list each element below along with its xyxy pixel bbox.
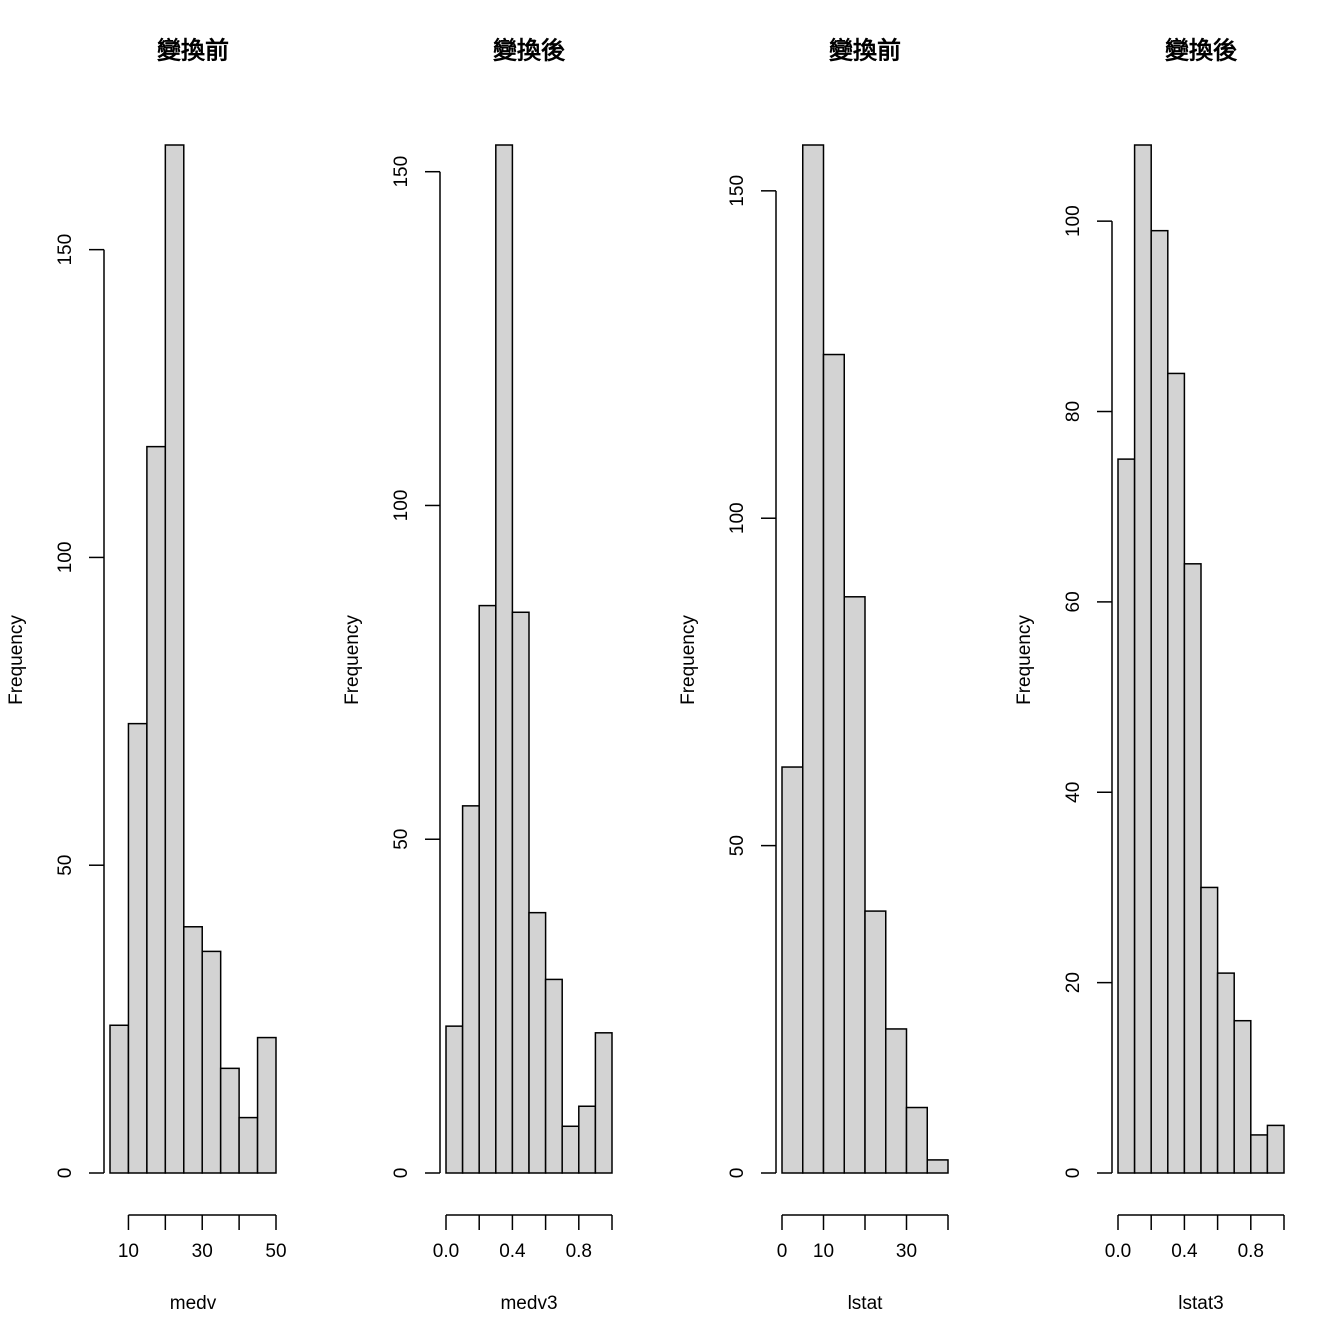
bar	[885, 1028, 908, 1174]
y-tick-label: 100	[55, 542, 76, 574]
chart-title: 變換前	[829, 36, 901, 64]
bar	[478, 604, 497, 1174]
bar	[445, 1025, 464, 1174]
bar	[1167, 372, 1186, 1174]
x-tick-label: 10	[813, 1241, 834, 1262]
y-axis-label: Frequency	[678, 615, 699, 705]
bar	[183, 926, 203, 1174]
chart-title: 變換後	[493, 36, 566, 64]
x-tick-label: 0.8	[566, 1241, 592, 1262]
bar	[1216, 972, 1235, 1174]
bar	[561, 1125, 580, 1174]
bar	[495, 144, 514, 1174]
bar	[843, 596, 866, 1174]
x-axis-label: lstat	[848, 1293, 884, 1314]
y-tick-label: 100	[727, 502, 748, 534]
y-axis-label: Frequency	[1014, 615, 1035, 705]
x-tick-label: 30	[192, 1241, 213, 1262]
x-axis-label: medv	[170, 1293, 217, 1314]
bar	[1150, 229, 1169, 1174]
bar	[146, 445, 167, 1174]
y-tick-label: 100	[391, 490, 412, 522]
bar	[594, 1032, 613, 1174]
x-tick-label: 0.8	[1238, 1241, 1264, 1262]
bar	[781, 766, 804, 1174]
bar	[1117, 458, 1136, 1174]
y-tick-label: 80	[1063, 401, 1084, 422]
y-tick-label: 50	[727, 835, 748, 856]
x-axis-label: lstat3	[1178, 1293, 1223, 1314]
x-tick-label: 0.0	[433, 1241, 459, 1262]
chart-title: 變換後	[1165, 36, 1238, 64]
bar	[1133, 144, 1152, 1174]
x-tick-label: 0.4	[1171, 1241, 1198, 1262]
bar	[905, 1106, 928, 1174]
bar	[238, 1116, 259, 1174]
bar	[109, 1024, 130, 1174]
bar	[822, 353, 845, 1174]
bar	[1233, 1019, 1252, 1174]
x-tick-label: 50	[265, 1241, 286, 1262]
bar	[1183, 563, 1202, 1174]
bar	[461, 805, 480, 1174]
bar	[127, 722, 148, 1174]
x-tick-label: 0.4	[499, 1241, 526, 1262]
y-tick-label: 50	[391, 829, 412, 850]
x-tick-label: 10	[118, 1241, 139, 1262]
bar	[578, 1105, 597, 1174]
y-tick-label: 0	[1063, 1168, 1084, 1179]
y-tick-label: 60	[1063, 591, 1084, 612]
bar	[1250, 1134, 1269, 1174]
bar	[511, 611, 530, 1174]
x-tick-label: 0	[777, 1241, 788, 1262]
y-tick-label: 0	[55, 1168, 76, 1179]
bar	[256, 1036, 277, 1174]
y-tick-label: 0	[727, 1168, 748, 1179]
y-tick-label: 0	[391, 1168, 412, 1179]
bar	[164, 144, 185, 1174]
x-tick-label: 0.0	[1105, 1241, 1131, 1262]
y-tick-label: 150	[391, 156, 412, 188]
bar	[926, 1159, 949, 1174]
x-axis-label: medv3	[500, 1293, 557, 1314]
bar	[544, 978, 563, 1174]
bar	[1266, 1124, 1285, 1174]
bar	[802, 144, 825, 1174]
y-tick-label: 40	[1063, 782, 1084, 803]
y-tick-label: 100	[1063, 205, 1084, 237]
x-tick-label: 30	[896, 1241, 917, 1262]
y-tick-label: 50	[55, 855, 76, 876]
bar	[201, 950, 222, 1174]
y-tick-label: 20	[1063, 972, 1084, 993]
y-tick-label: 150	[727, 175, 748, 207]
bar	[1200, 886, 1219, 1174]
bar	[864, 910, 887, 1174]
bar	[528, 911, 547, 1174]
bar	[219, 1067, 240, 1174]
y-axis-label: Frequency	[342, 615, 363, 705]
chart-title: 變換前	[157, 36, 229, 64]
y-tick-label: 150	[55, 234, 76, 266]
y-axis-label: Frequency	[6, 615, 27, 705]
